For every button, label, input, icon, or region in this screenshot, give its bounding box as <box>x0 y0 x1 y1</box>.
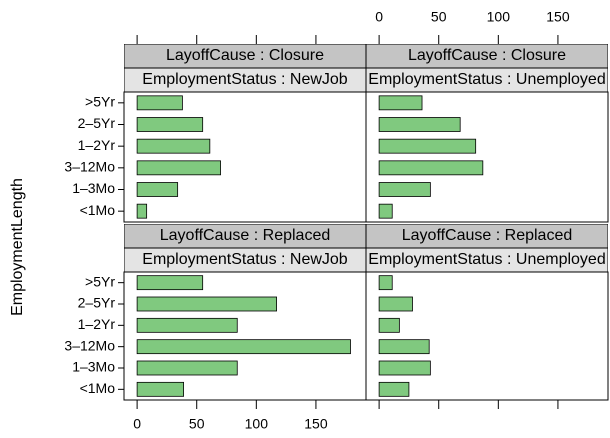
x-tick-label: 150 <box>304 416 328 432</box>
strips: LayoffCause : Replaced EmploymentStatus :… <box>366 224 608 272</box>
strip <box>124 247 366 272</box>
strip-label: LayoffCause : Replaced <box>160 227 330 244</box>
bar <box>136 182 179 197</box>
bar <box>136 360 238 376</box>
x-tick-label: 150 <box>546 9 570 25</box>
x-tick-label: 50 <box>431 9 447 25</box>
strip <box>366 67 608 92</box>
strip-label: EmploymentStatus : NewJob <box>142 71 348 88</box>
y-tick-label: 1–3Mo <box>72 180 115 196</box>
strips: LayoffCause : Closure EmploymentStatus : … <box>366 44 608 92</box>
strip-label: EmploymentStatus : Unemployed <box>368 251 605 268</box>
bar <box>378 339 430 355</box>
bar <box>378 160 484 176</box>
bar <box>136 160 221 176</box>
y-tick-label: >5Yr <box>85 273 115 289</box>
bar <box>136 203 148 219</box>
strip-label: EmploymentStatus : NewJob <box>142 251 348 268</box>
strip-label: LayoffCause : Closure <box>166 47 324 64</box>
strip-label: LayoffCause : Closure <box>408 47 566 64</box>
bar <box>378 381 410 397</box>
y-tick-label: 2–5Yr <box>78 295 116 311</box>
strip <box>366 247 608 272</box>
panel <box>123 271 367 401</box>
y-axis-label: EmploymentLength <box>9 178 26 316</box>
y-tick-label: 1–2Yr <box>78 316 116 332</box>
bar <box>378 95 423 111</box>
bar <box>136 339 351 355</box>
bar <box>136 95 183 111</box>
bar <box>378 203 393 219</box>
y-tick-label: <1Mo <box>80 202 116 218</box>
x-tick-label: 0 <box>133 416 141 432</box>
bar <box>378 317 400 333</box>
bar <box>136 381 185 397</box>
bar <box>136 296 277 312</box>
panel <box>123 91 367 223</box>
bar <box>378 182 431 197</box>
strip-label: LayoffCause : Replaced <box>402 227 572 244</box>
x-tick-label: 100 <box>487 9 511 25</box>
y-tick-label: 2–5Yr <box>78 115 116 131</box>
bar <box>378 117 461 132</box>
strips: LayoffCause : Closure EmploymentStatus : … <box>124 44 366 92</box>
y-tick-label: 3–12Mo <box>64 159 115 175</box>
panel <box>365 91 609 223</box>
strip <box>124 67 366 92</box>
bar <box>136 117 204 132</box>
bar <box>136 275 204 291</box>
x-tick-label: 0 <box>375 9 383 25</box>
strip-label: EmploymentStatus : Unemployed <box>368 71 605 88</box>
strips: LayoffCause : Replaced EmploymentStatus :… <box>124 224 366 272</box>
bar <box>378 296 413 312</box>
strip <box>366 44 608 69</box>
panel <box>365 271 609 401</box>
y-tick-label: 1–3Mo <box>72 359 115 375</box>
y-tick-label: >5Yr <box>85 94 115 110</box>
bar <box>136 317 238 333</box>
bar <box>378 138 477 154</box>
bar <box>136 138 211 154</box>
x-tick-label: 100 <box>245 416 269 432</box>
x-tick-label: 50 <box>189 416 205 432</box>
bar <box>378 360 431 376</box>
y-tick-label: 3–12Mo <box>64 337 115 353</box>
bar <box>378 275 393 291</box>
y-tick-label: <1Mo <box>80 380 116 396</box>
y-tick-label: 1–2Yr <box>78 137 116 153</box>
